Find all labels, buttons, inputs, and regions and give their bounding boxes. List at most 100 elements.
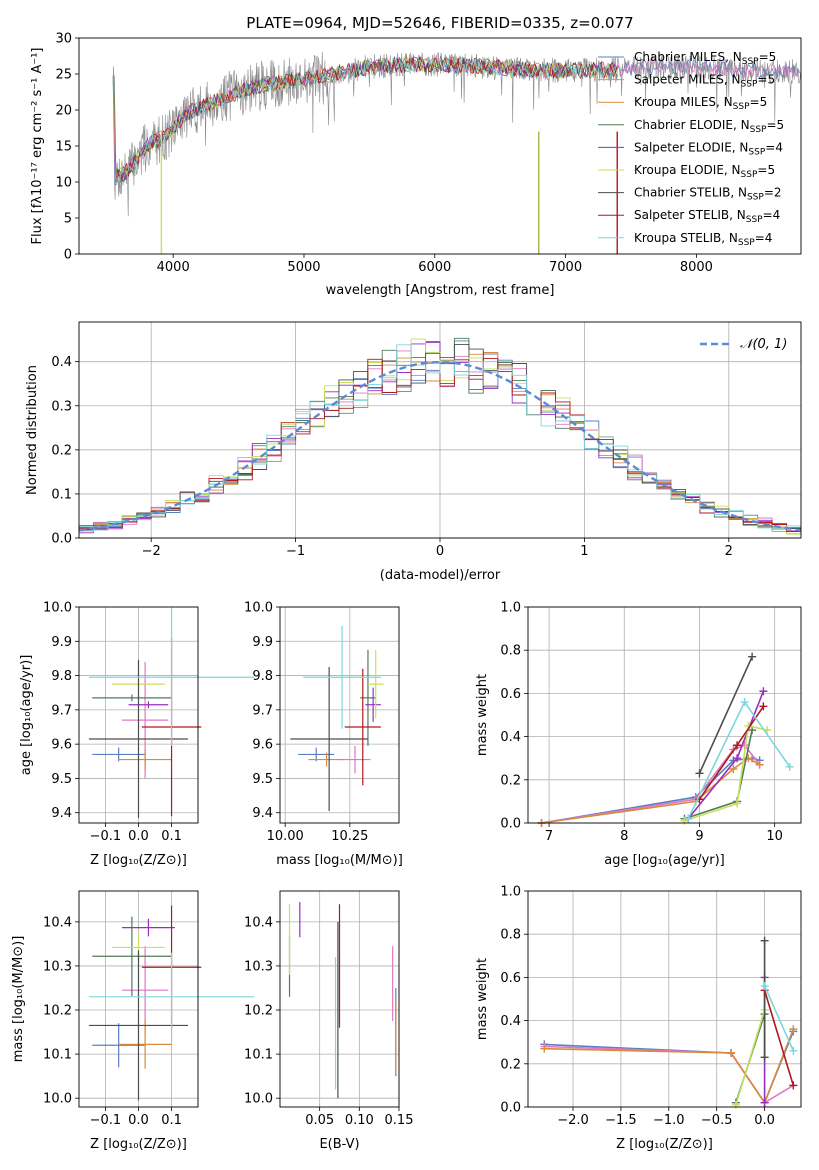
normal-curve bbox=[78, 360, 802, 532]
legend-label-suffix: =4 bbox=[763, 208, 781, 222]
y-tick-label: 0.6 bbox=[500, 687, 521, 702]
x-tick-label: 5000 bbox=[287, 260, 320, 275]
weight-vs-Z-frame: −2.0 −1.5 −1.0 −0.5 0.0 0.0 0.2 0.4 0.6 0.8 1.0 Z [… bbox=[475, 885, 802, 1152]
data-point bbox=[729, 765, 738, 773]
legend-label-sub: SSP bbox=[733, 102, 750, 112]
mass-vs-Z-x-axis-label: Z [log₁₀(Z/Z⊙)] bbox=[90, 1137, 187, 1152]
x-tick-label: 0.0 bbox=[128, 829, 149, 844]
age-vs-mass-errorbars bbox=[290, 625, 384, 811]
x-tick-label: 0.05 bbox=[305, 1113, 334, 1128]
y-tick-label: 9.6 bbox=[252, 738, 273, 753]
spectrum-x-axis-label: wavelength [Angstrom, rest frame] bbox=[326, 283, 555, 298]
legend-label: Kroupa MILES, NSSP=5 bbox=[634, 95, 767, 112]
data-point bbox=[760, 936, 769, 945]
y-tick-label: 10.0 bbox=[244, 1092, 273, 1107]
y-tick-label: 0.4 bbox=[500, 730, 521, 745]
weight-vs-Z-series bbox=[540, 936, 798, 1109]
y-tick-label: 10.0 bbox=[43, 601, 72, 616]
weight-vs-age-y-axis-label: mass weight bbox=[475, 674, 490, 756]
series-line bbox=[684, 724, 768, 822]
model-spectrum bbox=[115, 56, 619, 182]
y-tick-label: 9.5 bbox=[252, 772, 273, 787]
x-tick-label: 9 bbox=[695, 829, 703, 844]
weight-vs-Z-plot-area bbox=[540, 936, 798, 1109]
legend-label-suffix: =2 bbox=[764, 186, 782, 200]
data-point bbox=[727, 1049, 736, 1057]
legend-label-prefix: Salpeter STELIB, N bbox=[634, 208, 746, 222]
x-tick-label: 7 bbox=[545, 829, 553, 844]
histogram-chabrier-stelib bbox=[79, 343, 801, 531]
x-tick-label: −2 bbox=[142, 544, 161, 559]
residuals-x-axis-label: (data-model)/error bbox=[380, 568, 501, 583]
x-tick-label: 10 bbox=[766, 829, 783, 844]
x-tick-label: 7000 bbox=[549, 260, 582, 275]
y-tick-label: 9.5 bbox=[51, 772, 72, 787]
data-point bbox=[760, 982, 769, 991]
mass-vs-Z-plot-area bbox=[88, 905, 255, 1101]
y-tick-label: 9.7 bbox=[252, 703, 273, 718]
weight-vs-age-axes-frame bbox=[527, 606, 802, 824]
data-point bbox=[695, 769, 704, 778]
y-tick-label: 5 bbox=[64, 212, 72, 227]
y-tick-label: 9.4 bbox=[51, 806, 72, 821]
data-point bbox=[789, 1025, 798, 1034]
age-vs-mass-axes bbox=[280, 606, 399, 823]
age-vs-mass-plot-area bbox=[290, 625, 384, 811]
histogram-kroupa-stelib bbox=[79, 344, 801, 531]
x-tick-label: −0.1 bbox=[90, 829, 122, 844]
model-spectrum bbox=[115, 56, 618, 182]
age-vs-mass-x-axis-label: mass [log₁₀(M/M⊙)] bbox=[276, 853, 403, 868]
x-tick-label: 8 bbox=[620, 829, 628, 844]
legend-label: Chabrier STELIB, NSSP=2 bbox=[634, 186, 782, 203]
spectrum-title: PLATE=0964, MJD=52646, FIBERID=0335, z=0… bbox=[246, 14, 633, 32]
residuals-frame: −2 −1 0 1 2 0.0 0.1 0.2 0.3 0.4 (data-model)/error… bbox=[25, 321, 802, 583]
model-spectrum bbox=[115, 56, 618, 181]
data-point bbox=[684, 814, 693, 823]
y-tick-label: 0.0 bbox=[500, 817, 521, 832]
age-vs-Z-errorbars bbox=[88, 608, 255, 818]
age-vs-Z-y-axis-label: age [log₁₀(age/yr)] bbox=[19, 655, 34, 776]
legend-label: Salpeter MILES, NSSP=5 bbox=[634, 73, 775, 90]
mass-vs-EBV-axes-frame bbox=[279, 890, 400, 1108]
y-tick-label: 10.4 bbox=[244, 915, 273, 930]
legend-label-sub: SSP bbox=[741, 170, 758, 180]
y-tick-label: 0.8 bbox=[500, 928, 521, 943]
y-tick-label: 0.4 bbox=[51, 355, 72, 370]
legend-label-prefix: Chabrier STELIB, N bbox=[634, 186, 747, 200]
legend-label-sub: SSP bbox=[741, 80, 758, 90]
observed-spectrum bbox=[112, 51, 801, 217]
weight-vs-Z-y-axis-label: mass weight bbox=[475, 958, 490, 1040]
y-tick-label: 0.0 bbox=[500, 1101, 521, 1116]
y-tick-label: 9.9 bbox=[252, 635, 273, 650]
data-point bbox=[748, 652, 757, 661]
y-tick-label: 10.3 bbox=[244, 959, 273, 974]
series-line bbox=[698, 656, 753, 774]
x-tick-label: 4000 bbox=[157, 260, 190, 275]
weight-vs-age-x-axis-label: age [log₁₀(age/yr)] bbox=[604, 853, 725, 868]
age-vs-mass-frame: 10.00 10.25 9.4 9.5 9.6 9.7 9.8 9.9 10.0 mass [lo… bbox=[244, 601, 403, 869]
legend-label-sub: SSP bbox=[750, 125, 767, 135]
histogram-series bbox=[79, 337, 801, 535]
y-tick-label: 0 bbox=[64, 248, 72, 263]
spectrum-frame: 4000 5000 6000 7000 8000 0 5 10 15 20 25 30 waveleng… bbox=[30, 32, 802, 298]
x-tick-label: 0.1 bbox=[161, 1113, 182, 1128]
x-tick-label: 0.0 bbox=[754, 1113, 775, 1128]
age-vs-Z-plot-area bbox=[88, 608, 255, 818]
legend-label: Salpeter STELIB, NSSP=4 bbox=[634, 208, 780, 225]
spectrum-y-axis-label: Flux [fλ10⁻¹⁷ erg cm⁻² s⁻¹ A⁻¹] bbox=[30, 48, 45, 245]
y-tick-label: 9.4 bbox=[252, 806, 273, 821]
y-tick-label: 1.0 bbox=[500, 885, 521, 900]
mass-vs-EBV-errorbars bbox=[288, 902, 397, 1099]
y-tick-label: 0.3 bbox=[51, 399, 72, 414]
mass-vs-Z-errorbars bbox=[88, 905, 255, 1101]
legend-label-sub: SSP bbox=[746, 215, 763, 225]
histogram-salpeter-stelib bbox=[79, 358, 801, 533]
y-tick-label: 10.1 bbox=[43, 1048, 72, 1063]
y-tick-label: 0.1 bbox=[51, 487, 72, 502]
mass-vs-EBV-plot-area bbox=[288, 902, 397, 1099]
weight-vs-Z-x-axis-label: Z [log₁₀(Z/Z⊙)] bbox=[616, 1137, 713, 1152]
mass-vs-EBV-x-axis-label: E(B-V) bbox=[319, 1137, 359, 1152]
